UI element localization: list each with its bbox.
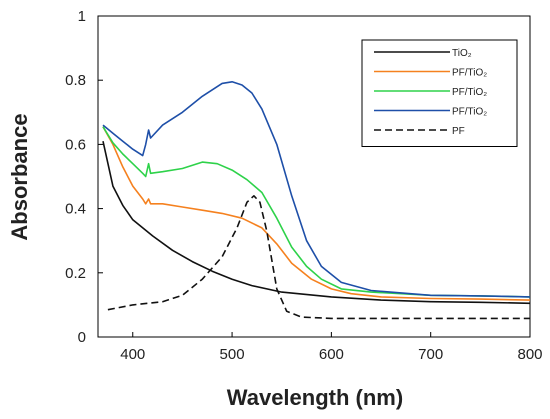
y-tick-label: 0: [78, 329, 86, 346]
x-tick-label: 400: [120, 346, 145, 363]
legend-box: [361, 39, 518, 147]
x-tick-label: 800: [517, 346, 542, 363]
legend-label: PF/TiO₂: [452, 107, 487, 118]
x-axis-title: Wavelength (nm): [227, 385, 403, 410]
plot-frame: [97, 15, 531, 338]
legend-label: TiO₂: [452, 48, 472, 59]
y-axis-title: Absorbance: [7, 113, 32, 240]
legend-label: PF: [452, 126, 465, 137]
series-lines: [102, 81, 530, 320]
y-tick-label: 0.2: [65, 265, 86, 282]
y-tick-label: 0.8: [65, 72, 86, 89]
legend-label: PF/TiO₂: [452, 68, 487, 79]
series-line-1: [102, 126, 530, 301]
series-line-4: [107, 195, 530, 320]
y-tick-label: 0.6: [65, 136, 86, 153]
legend: TiO₂ PF/TiO₂ PF/TiO₂ PF/TiO₂ PF: [361, 39, 518, 147]
legend-label: PF/TiO₂: [452, 87, 487, 98]
x-tick-label: 500: [220, 346, 245, 363]
x-tick-label: 700: [418, 346, 443, 363]
y-tick-label: 1: [78, 8, 86, 25]
series-line-2: [102, 126, 530, 298]
axes: 400 500 600 700 800 0 0.2 0.4 0.6 0.8 1: [65, 8, 542, 363]
y-tick-label: 0.4: [65, 201, 86, 218]
x-tick-label: 600: [319, 346, 344, 363]
series-line-0: [102, 141, 530, 305]
series-line-3: [102, 81, 530, 298]
